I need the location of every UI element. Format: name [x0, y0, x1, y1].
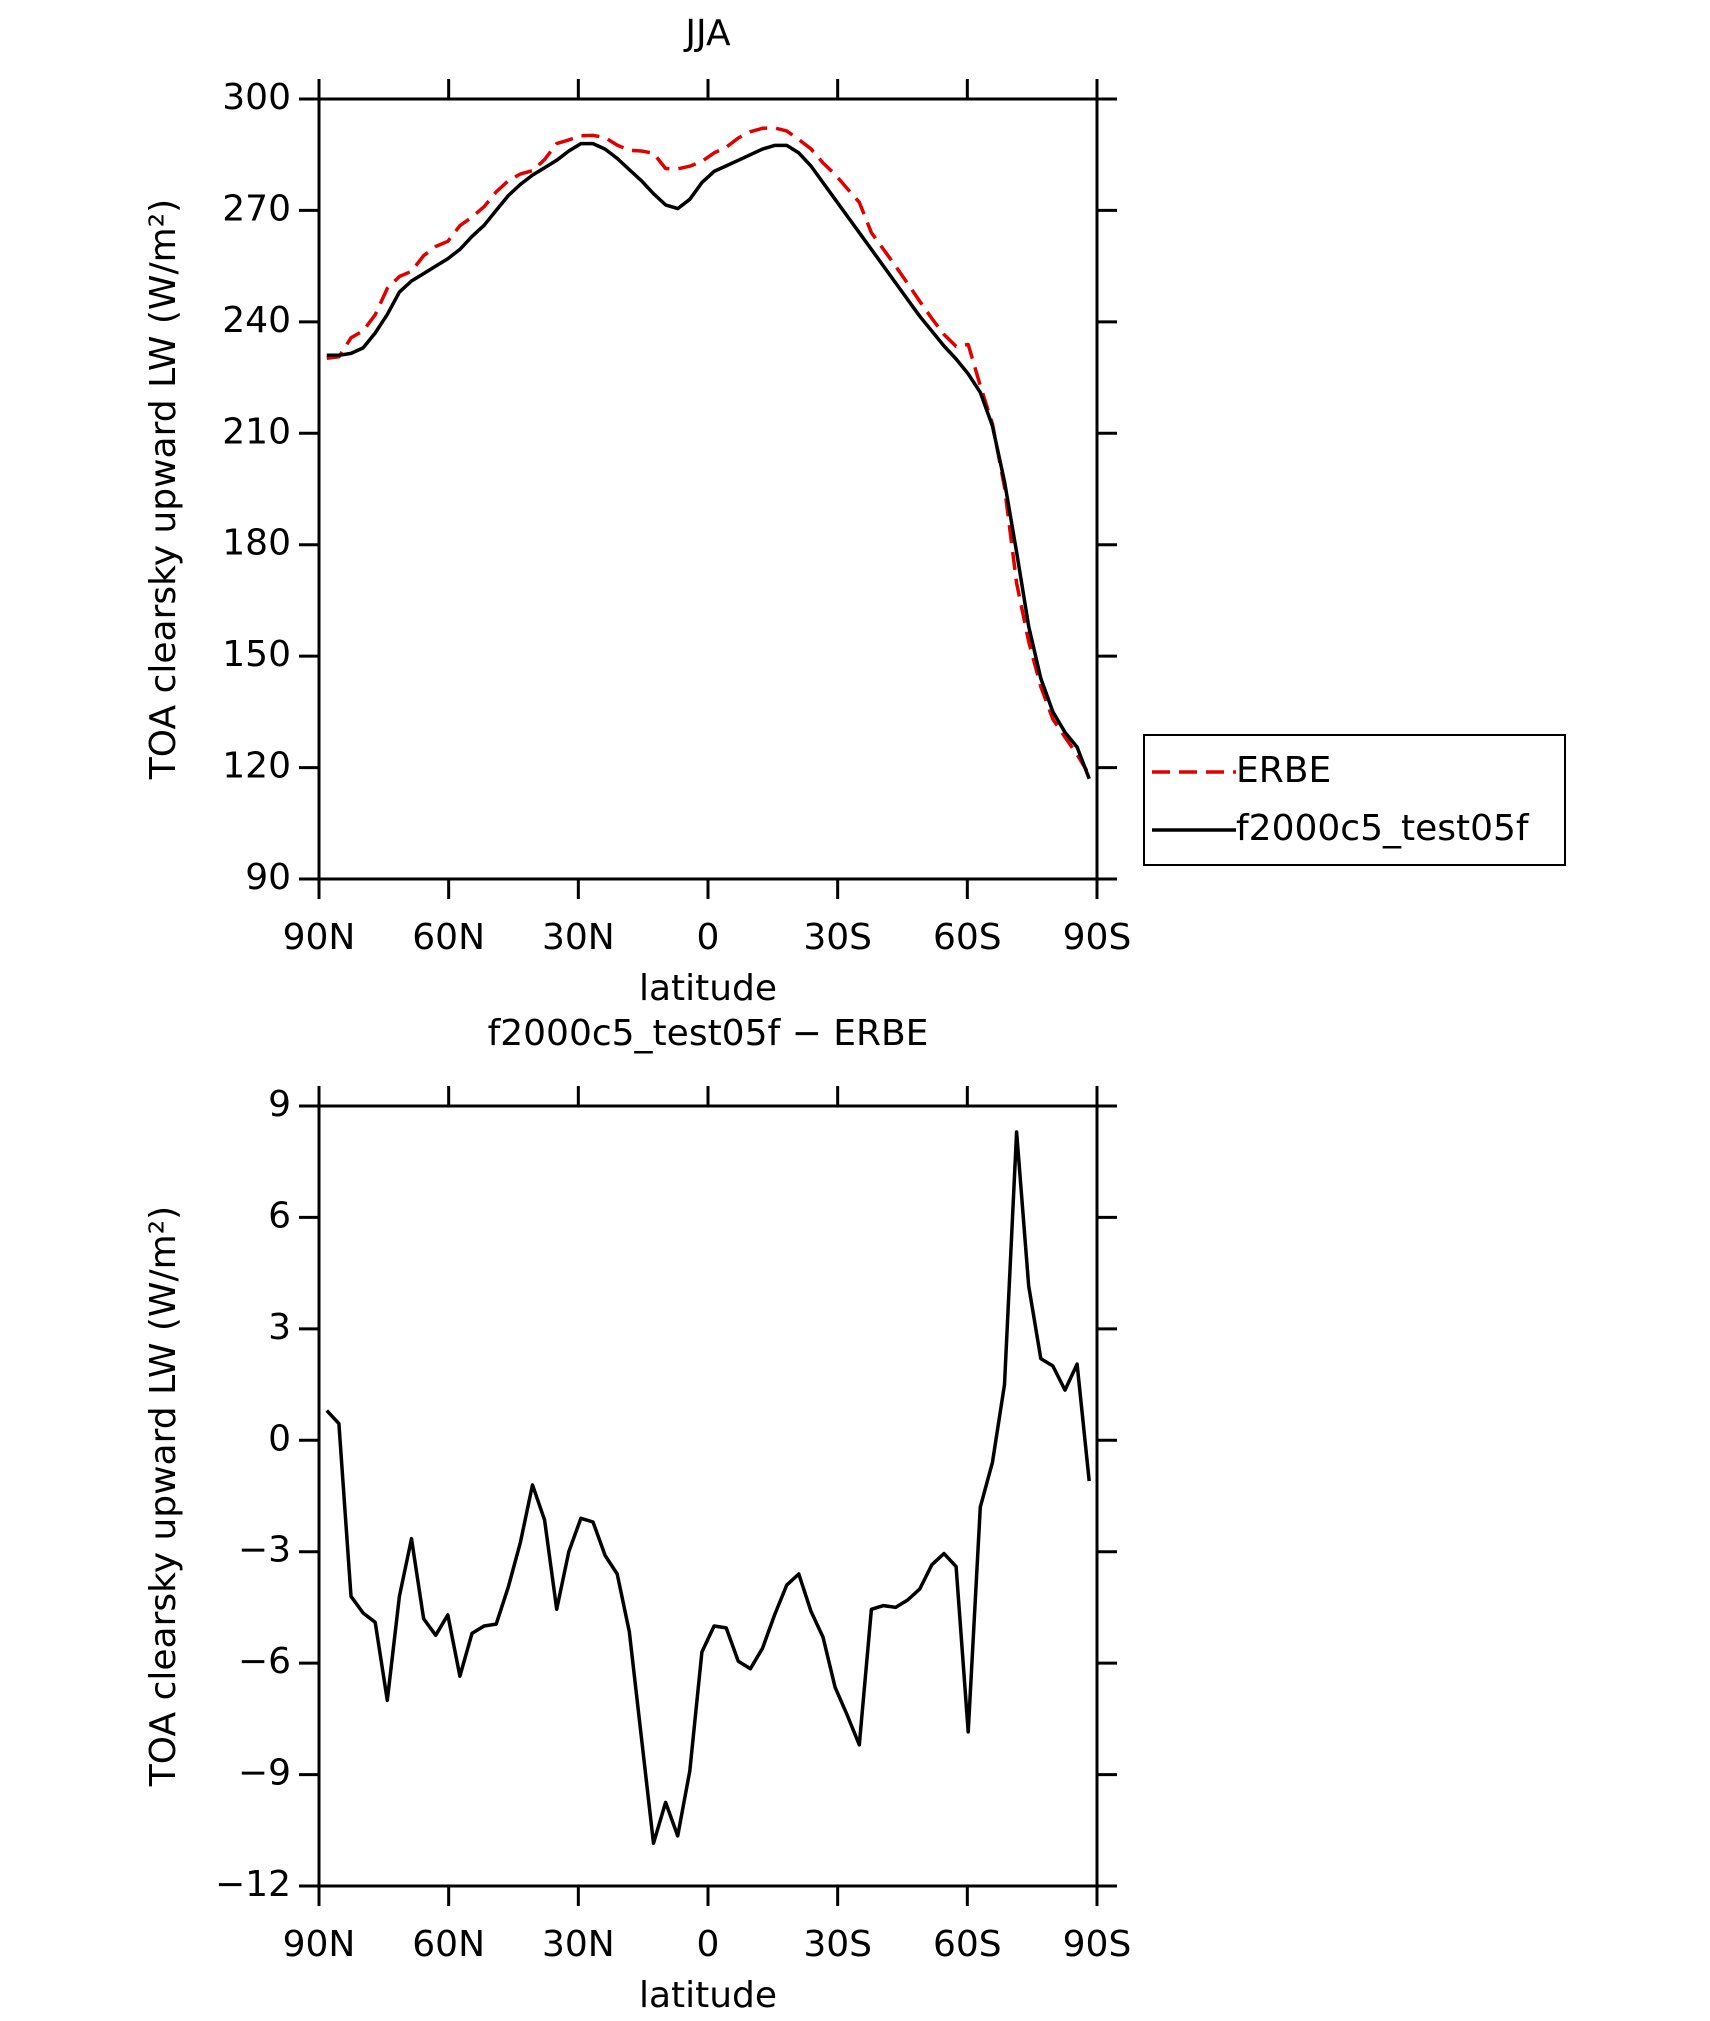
x-tick-label: 60S	[933, 917, 1002, 958]
y-tick-label: 120	[222, 746, 291, 787]
chart-title: f2000c5_test05f − ERBE	[488, 1013, 929, 1054]
x-axis-label: latitude	[639, 1975, 777, 2016]
y-tick-label: 6	[268, 1195, 291, 1236]
chart-title: JJA	[683, 13, 731, 54]
x-tick-label: 0	[697, 1924, 720, 1965]
legend-box	[1143, 734, 1566, 866]
x-tick-label: 60N	[412, 1924, 485, 1965]
x-axis-label: latitude	[639, 968, 777, 1009]
y-tick-label: 240	[222, 300, 291, 341]
y-tick-label: −12	[215, 1864, 291, 1905]
data-line	[326, 126, 1091, 776]
y-tick-label: 300	[222, 77, 291, 118]
y-tick-label: 3	[268, 1307, 291, 1348]
legend-label: f2000c5_test05f	[1236, 808, 1530, 849]
x-tick-label: 90S	[1063, 917, 1132, 958]
x-tick-label: 90S	[1063, 1924, 1132, 1965]
x-tick-label: 60N	[412, 917, 485, 958]
y-tick-label: 270	[222, 188, 291, 229]
x-tick-label: 30S	[803, 917, 872, 958]
plot-frame	[317, 97, 1099, 881]
x-tick-label: 30S	[803, 1924, 872, 1965]
y-tick-label: −6	[238, 1641, 291, 1682]
data-line	[326, 141, 1091, 780]
x-tick-label: 30N	[542, 1924, 615, 1965]
y-tick-label: −3	[238, 1530, 291, 1571]
plot-frame	[317, 1104, 1099, 1888]
x-tick-label: 30N	[542, 917, 615, 958]
data-line	[325, 1130, 1091, 1846]
y-tick-label: 150	[222, 634, 291, 675]
y-tick-label: 90	[245, 857, 291, 898]
y-axis-label: TOA clearsky upward LW (W/m²)	[143, 1206, 184, 1787]
x-tick-label: 90N	[283, 917, 356, 958]
y-tick-label: 0	[268, 1418, 291, 1459]
y-axis-label: TOA clearsky upward LW (W/m²)	[143, 199, 184, 780]
y-tick-label: −9	[238, 1753, 291, 1794]
x-tick-label: 90N	[283, 1924, 356, 1965]
x-tick-label: 60S	[933, 1924, 1002, 1965]
y-tick-label: 9	[268, 1084, 291, 1125]
legend-label: ERBE	[1236, 750, 1331, 791]
y-tick-label: 180	[222, 523, 291, 564]
x-tick-label: 0	[697, 917, 720, 958]
y-tick-label: 210	[222, 411, 291, 452]
